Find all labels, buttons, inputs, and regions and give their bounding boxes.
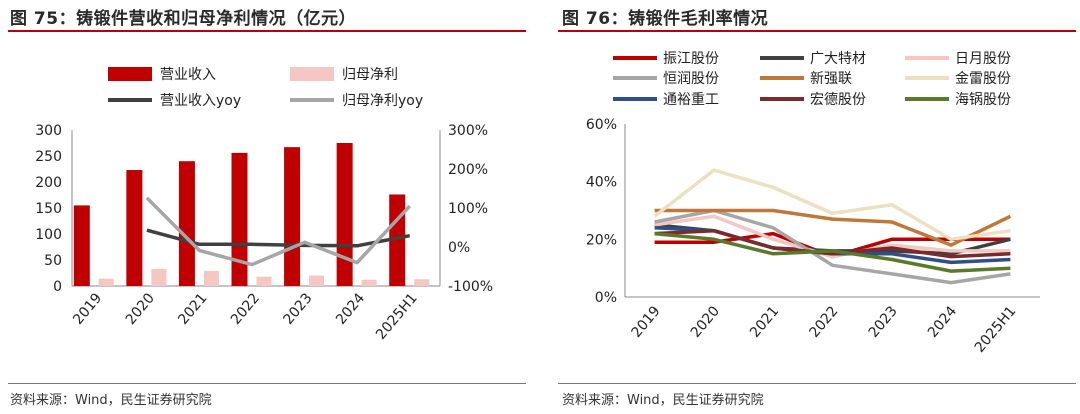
y-left-tick-label: 0	[53, 279, 62, 295]
legend-label-2: 营业收入yoy	[160, 93, 241, 109]
series-line-5	[653, 168, 1011, 242]
series-line-8	[654, 231, 1011, 273]
x-tick-label: 2022	[228, 290, 263, 328]
bar-net-profit-2019	[98, 278, 114, 286]
y-tick-label: 0%	[595, 290, 617, 306]
y-tick-label: 40%	[586, 175, 617, 191]
x-tick-label: 2024	[333, 290, 368, 328]
bar-revenue-2021	[178, 161, 195, 286]
y-left-tick-label: 300	[35, 123, 62, 139]
y-tick-label: 60%	[586, 117, 617, 133]
left-source: 资料来源：Wind，民生证券研究院	[10, 393, 212, 408]
y-tick-label: 20%	[586, 232, 617, 248]
y-right-tick-label: 300%	[448, 123, 488, 139]
y-left-tick-label: 100	[35, 227, 62, 243]
x-tick-label: 2020	[123, 290, 158, 328]
legend-label-7: 宏德股份	[810, 92, 866, 108]
bar-revenue-2020	[126, 170, 143, 286]
series-line-net-profit-yoy	[145, 196, 411, 267]
legend-label-5: 金雷股份	[955, 71, 1011, 87]
y-left-tick-label: 150	[35, 201, 62, 217]
y-right-tick-label: -100%	[448, 279, 493, 295]
legend-label-1: 广大特材	[810, 51, 866, 67]
y-right-tick-label: 0%	[448, 240, 470, 256]
series-line-2	[654, 214, 1011, 259]
x-tick-label: 2022	[806, 303, 841, 341]
bar-revenue-2023	[284, 147, 301, 286]
bar-net-profit-2024	[361, 279, 377, 286]
left-chart-title: 图 75：铸锻件营收和归母净利情况（亿元）	[10, 9, 357, 29]
legend-swatch-1	[290, 67, 334, 81]
legend-label-8: 海锅股份	[955, 92, 1011, 108]
x-tick-label: 2019	[629, 303, 664, 341]
x-tick-label: 2025H1	[373, 290, 421, 342]
legend-label-0: 营业收入	[160, 67, 216, 83]
right-bottom-rule	[558, 383, 1076, 384]
right-source: 资料来源：Wind，民生证券研究院	[562, 393, 764, 408]
bar-net-profit-2021	[203, 270, 219, 286]
right-chart-title: 图 76：铸锻件毛利率情况	[562, 9, 769, 29]
legend-label-0: 振江股份	[663, 51, 719, 67]
bar-revenue-2019	[73, 205, 90, 286]
x-tick-label: 2023	[280, 290, 315, 328]
bar-net-profit-2025H1	[414, 279, 430, 286]
x-tick-label: 2023	[866, 303, 901, 341]
bar-revenue-2024	[336, 143, 353, 286]
bar-net-profit-2022	[256, 276, 272, 286]
legend-label-3: 归母净利yoy	[342, 92, 423, 109]
legend-label-6: 通裕重工	[663, 92, 719, 108]
x-tick-label: 2019	[70, 290, 105, 328]
x-tick-label: 2020	[688, 303, 723, 341]
legend-swatch-0	[108, 67, 152, 81]
right-title-rule	[558, 30, 1076, 32]
y-left-tick-label: 50	[44, 253, 62, 269]
y-right-tick-label: 200%	[448, 162, 488, 178]
x-tick-label: 2021	[747, 303, 782, 341]
legend-label-3: 恒润股份	[663, 71, 719, 87]
bar-net-profit-2023	[309, 275, 325, 286]
left-bottom-rule	[8, 383, 526, 384]
y-left-tick-label: 250	[35, 149, 62, 165]
legend-label-1: 归母净利	[342, 66, 398, 83]
legend-label-4: 新强联	[810, 71, 852, 87]
y-left-tick-label: 200	[35, 175, 62, 191]
bar-net-profit-2020	[151, 268, 167, 286]
bar-revenue-2022	[231, 152, 248, 286]
series-line-4	[654, 208, 1012, 247]
x-tick-label: 2024	[925, 303, 960, 341]
x-tick-label: 2025H1	[972, 303, 1020, 355]
y-right-tick-label: 100%	[448, 201, 488, 217]
series-line-7	[654, 228, 1011, 259]
legend-label-2: 日月股份	[955, 51, 1011, 67]
left-title-rule	[8, 30, 526, 32]
x-tick-label: 2021	[175, 290, 210, 328]
